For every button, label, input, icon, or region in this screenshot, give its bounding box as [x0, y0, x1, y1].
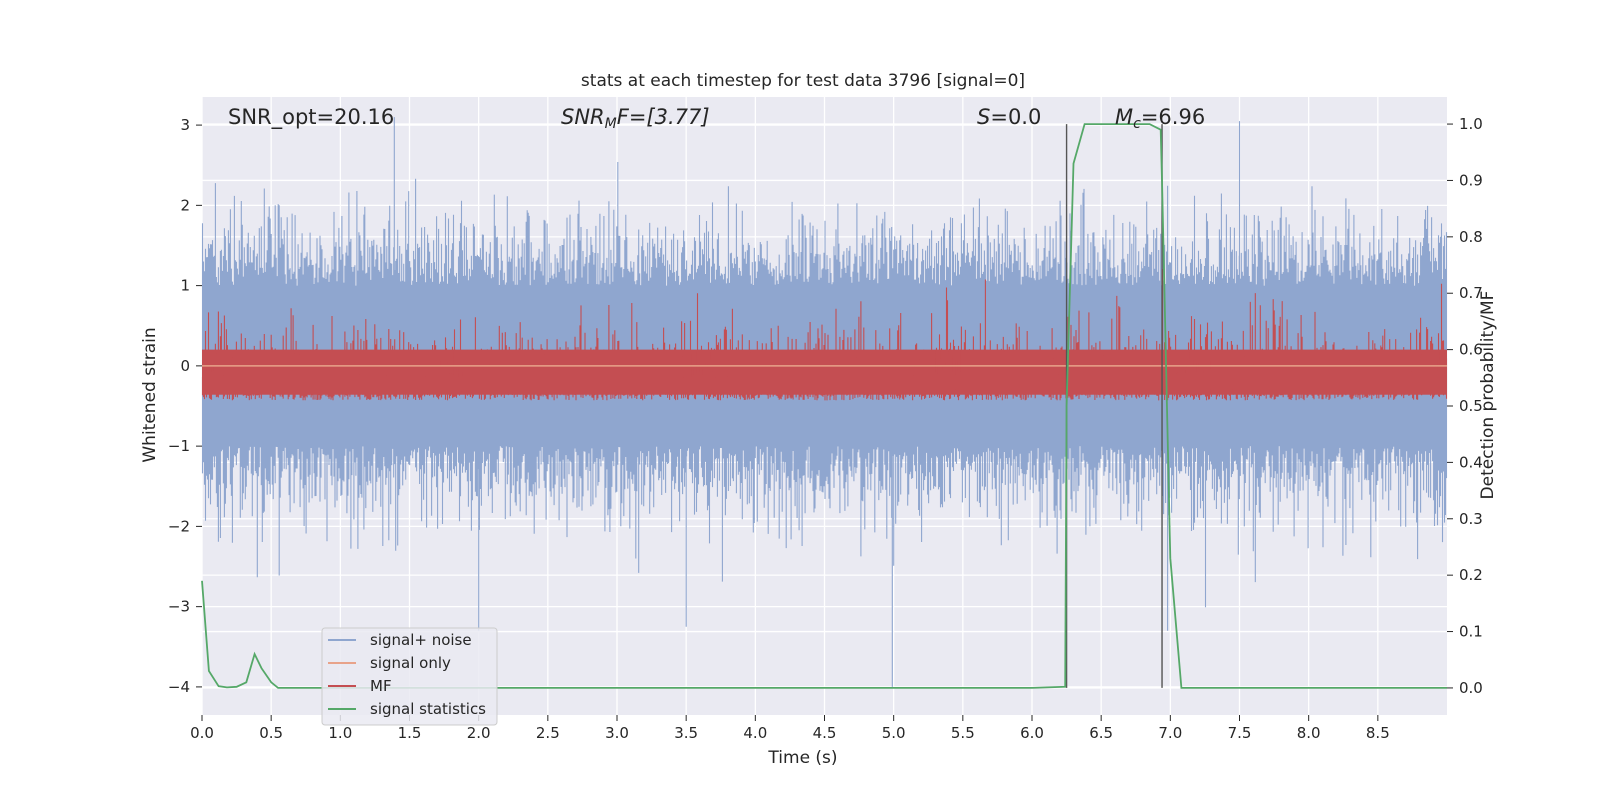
- x-tick-label: 1.0: [328, 724, 352, 742]
- x-tick-label: 0.0: [190, 724, 214, 742]
- legend-box: [321, 627, 498, 726]
- y-tick-label: −4: [168, 678, 190, 696]
- x-tick-label: 8.0: [1297, 724, 1321, 742]
- y-tick-label: −1: [168, 437, 190, 455]
- annotation-mc-main: M: [1115, 105, 1133, 129]
- y2-tick-label: 0.0: [1459, 679, 1483, 697]
- y2-tick-label: 0.9: [1459, 171, 1483, 189]
- y2-tick-label: 1.0: [1459, 115, 1483, 133]
- y2-axis-label: Detection probability/MF: [1478, 291, 1498, 500]
- series-mf: [201, 269, 1448, 401]
- x-tick-label: 4.0: [743, 724, 767, 742]
- annotation-snr-mf-sub: M: [605, 116, 617, 132]
- y-tick-label: −3: [168, 598, 190, 616]
- y2-tick-label: 0.2: [1459, 566, 1483, 584]
- y2-axis-ticks: 1.0 0.9 0.8 0.7 0.6 0.5 0.4 0.3 0.2 0.1 0.0: [1447, 115, 1483, 697]
- x-axis-label: Time (s): [767, 748, 837, 768]
- series-signal-statistics: [201, 123, 1447, 689]
- y-tick-label: 1: [180, 277, 190, 295]
- annotation-mc-sub: c: [1133, 116, 1141, 132]
- x-tick-label: 3.5: [674, 724, 698, 742]
- x-tick-label: 0.5: [259, 724, 283, 742]
- y2-tick-label: 0.3: [1459, 510, 1483, 528]
- x-tick-label: 3.0: [605, 724, 629, 742]
- y-axis-ticks: 3 2 1 0 −1 −2 −3 −4: [168, 116, 202, 696]
- y2-tick-label: 0.6: [1459, 341, 1483, 359]
- y2-tick-label: 0.4: [1459, 453, 1483, 471]
- annotation-snr-mf-rest: F=[3.77]: [617, 105, 710, 129]
- x-tick-label: 8.5: [1366, 724, 1390, 742]
- y2-tick-label: 0.5: [1459, 397, 1483, 415]
- annotation-s: S=0.0: [977, 105, 1041, 129]
- annotation-snr-mf: SNRMF=[3.77]: [561, 105, 710, 132]
- y-tick-label: 3: [180, 116, 190, 134]
- x-tick-label: 7.0: [1158, 724, 1182, 742]
- x-tick-label: 7.5: [1228, 724, 1252, 742]
- x-tick-label: 1.5: [398, 724, 422, 742]
- x-tick-label: 5.5: [951, 724, 975, 742]
- y2-tick-label: 0.7: [1459, 284, 1483, 302]
- x-tick-label: 5.0: [882, 724, 906, 742]
- annotation-s-main: S: [977, 105, 990, 129]
- x-tick-label: 6.0: [1020, 724, 1044, 742]
- y-axis-label: Whitened strain: [140, 327, 160, 462]
- mf-spikes: [201, 269, 1448, 401]
- y-tick-label: −2: [168, 517, 190, 535]
- legend-label-signal-only: signal only: [370, 654, 451, 672]
- y-tick-label: 2: [180, 196, 190, 214]
- x-tick-label: 2.0: [467, 724, 491, 742]
- annotation-mc-rest: =6.96: [1141, 105, 1205, 129]
- y2-tick-label: 0.8: [1459, 228, 1483, 246]
- x-axis-ticks: 0.0 0.5 1.0 1.5 2.0 2.5 3.0 3.5 4.0 4.5 5.0 5.5 6.0 6…: [190, 715, 1390, 742]
- x-tick-label: 6.5: [1089, 724, 1113, 742]
- chart-title: stats at each timestep for test data 379…: [581, 71, 1025, 91]
- annotation-mc: Mc=6.96: [1115, 105, 1205, 132]
- y2-tick-label: 0.1: [1459, 623, 1483, 641]
- legend: signal+ noise signal only MF signal stat…: [321, 627, 498, 726]
- legend-label-mf: MF: [370, 677, 392, 695]
- x-tick-label: 4.5: [813, 724, 837, 742]
- x-tick-label: 2.5: [536, 724, 560, 742]
- annotation-snr-mf-main: SNR: [561, 105, 605, 129]
- legend-label-signal-statistics: signal statistics: [370, 700, 486, 718]
- annotation-s-rest: =0.0: [990, 105, 1041, 129]
- legend-label-signal-noise: signal+ noise: [370, 631, 472, 649]
- y-tick-label: 0: [180, 357, 190, 375]
- annotation-snr-opt: SNR_opt=20.16: [228, 105, 394, 130]
